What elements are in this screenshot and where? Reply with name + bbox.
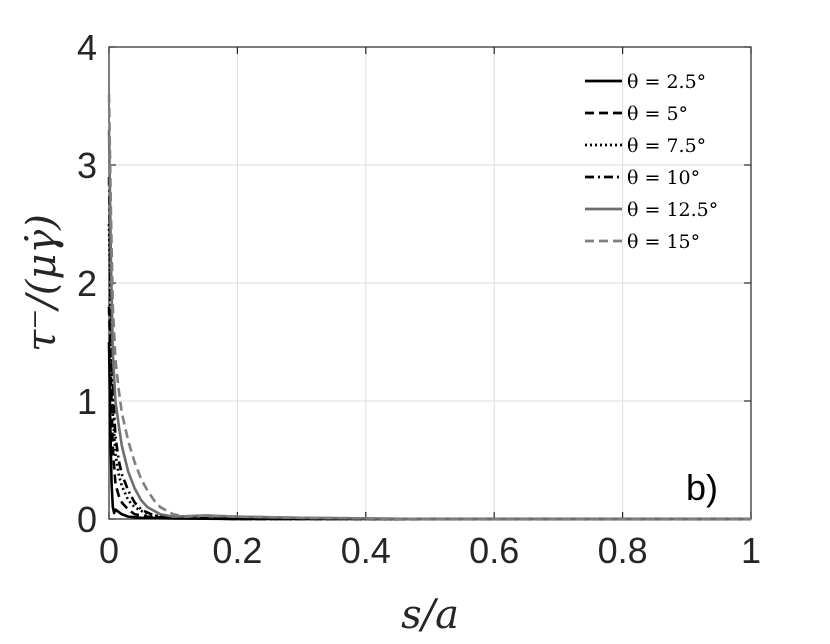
y-tick-label: 0 (77, 499, 97, 540)
tick-labels: 0 0.2 0.4 0.6 0.8 1 0 1 2 3 4 (77, 27, 761, 571)
y-tick-label: 2 (77, 263, 97, 304)
x-tick-label: 0.6 (469, 530, 519, 571)
y-tick-label: 3 (77, 145, 97, 186)
x-tick-label: 0.8 (598, 530, 648, 571)
x-axis-label: s/a (401, 592, 459, 638)
series-line-2 (107, 306, 751, 521)
panel-label: b) (686, 467, 718, 508)
series-line-6 (107, 94, 751, 521)
y-axis-label: τ⁻/(μγ̇) (19, 214, 65, 352)
series-layer (107, 94, 751, 521)
y-tick-label: 4 (77, 27, 97, 68)
y-tick-label: 1 (77, 381, 97, 422)
x-tick-label: 0 (99, 530, 119, 571)
grid-lines (109, 47, 751, 519)
legend-entry: θ = 2.5° (627, 71, 706, 93)
x-tick-label: 0.2 (212, 530, 262, 571)
x-tick-label: 1 (741, 530, 761, 571)
legend-entry: θ = 12.5° (627, 199, 718, 221)
legend-entry: θ = 7.5° (627, 135, 706, 157)
legend-entry: θ = 15° (627, 231, 700, 253)
series-line-5 (107, 129, 751, 521)
legend-entry: θ = 10° (627, 167, 700, 189)
x-tick-label: 0.4 (341, 530, 391, 571)
legend-entry: θ = 5° (627, 103, 688, 125)
legend: θ = 2.5° θ = 5° θ = 7.5° θ = 10° θ = 12.5° θ … (585, 71, 718, 253)
